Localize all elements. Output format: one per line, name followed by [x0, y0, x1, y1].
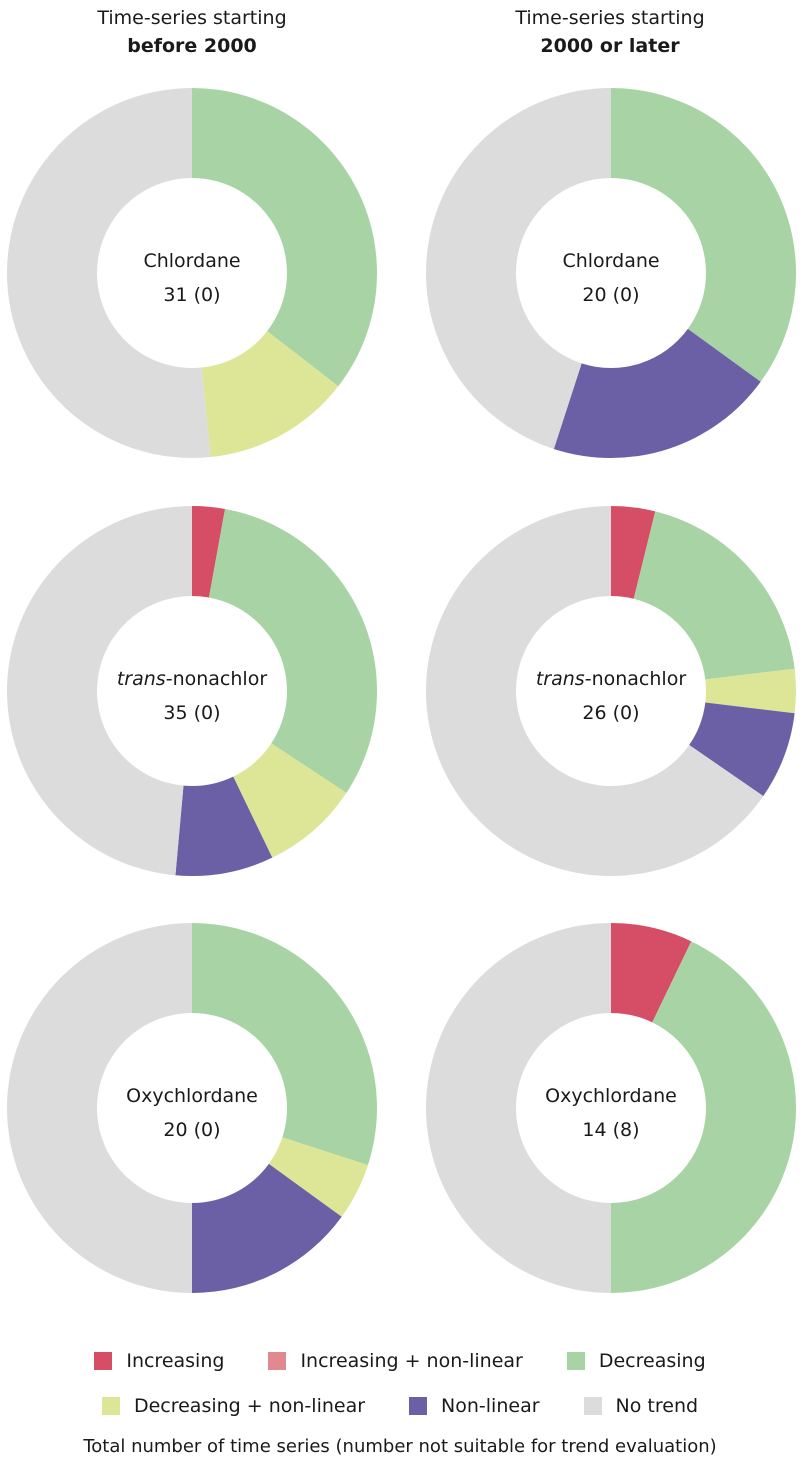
- legend-swatch: [94, 1352, 113, 1370]
- column-header-line2: before 2000: [127, 35, 257, 57]
- legend-label: Non-linear: [441, 1395, 540, 1417]
- series-count-label: 20 (0): [163, 1119, 220, 1141]
- column-header-line2: 2000 or later: [540, 35, 680, 57]
- column-header-line1: Time-series starting: [97, 7, 287, 29]
- legend-swatch: [101, 1397, 120, 1415]
- legend-row: Decreasing + non-linear Non-linear No tren…: [0, 1395, 800, 1417]
- legend-swatch: [583, 1397, 602, 1415]
- series-count-label: 35 (0): [163, 702, 220, 724]
- donut-chart: Chlordane 20 (0): [425, 88, 796, 458]
- donut-chart: trans-nonachlor 26 (0): [425, 506, 796, 876]
- slice-nonlinear: [553, 328, 761, 458]
- series-count-label: 31 (0): [163, 284, 220, 306]
- compound-label: Chlordane: [562, 250, 659, 272]
- slice-decreasing: [633, 511, 795, 680]
- column-header-2000-or-later: Time-series starting 2000 or later: [420, 4, 800, 60]
- slice-decreasing: [611, 941, 797, 1293]
- series-count-label: 26 (0): [582, 702, 639, 724]
- legend-label: Decreasing: [598, 1350, 706, 1372]
- legend-swatch: [268, 1352, 287, 1370]
- compound-label: Oxychlordane: [545, 1085, 677, 1107]
- slice-decreasing-nonlinear: [705, 668, 796, 714]
- compound-label: Chlordane: [143, 250, 240, 272]
- legend-swatch: [566, 1352, 585, 1370]
- compound-label: trans-nonachlor: [536, 668, 686, 690]
- column-header-line1: Time-series starting: [515, 7, 705, 29]
- slice-nonlinear: [175, 776, 273, 876]
- slice-decreasing: [192, 923, 377, 1166]
- legend-swatch: [409, 1397, 428, 1415]
- compound-label: Oxychlordane: [126, 1085, 258, 1107]
- slice-nonlinear: [689, 702, 795, 797]
- donut-chart: trans-nonachlor 35 (0): [6, 506, 377, 876]
- legend-item-nonlinear: Non-linear: [409, 1395, 540, 1417]
- slice-increasing: [611, 923, 692, 1023]
- legend-label: No trend: [615, 1395, 699, 1417]
- slice-no-trend: [426, 923, 611, 1293]
- column-header-before-2000: Time-series starting before 2000: [2, 4, 382, 60]
- slice-no-trend: [425, 506, 764, 876]
- slice-decreasing-nonlinear: [201, 331, 339, 458]
- slice-decreasing-nonlinear: [268, 1137, 368, 1217]
- legend-item-increasing-nonlinear: Increasing + non-linear: [268, 1350, 523, 1372]
- legend-item-decreasing-nonlinear: Decreasing + non-linear: [101, 1395, 366, 1417]
- legend-label: Increasing + non-linear: [300, 1350, 523, 1372]
- slice-no-trend: [425, 88, 611, 449]
- series-count-label: 14 (8): [582, 1119, 639, 1141]
- legend-item-no-trend: No trend: [583, 1395, 699, 1417]
- slice-no-trend: [7, 88, 211, 458]
- legend-item-increasing: Increasing: [94, 1350, 224, 1372]
- donut-chart-grid: Chlordane 31 (0) Chlordane 20 (0) trans-nona…: [6, 88, 797, 1293]
- series-count-label: 20 (0): [582, 284, 639, 306]
- slice-increasing: [611, 506, 656, 599]
- slice-nonlinear: [192, 1163, 342, 1293]
- slice-decreasing: [192, 88, 378, 387]
- slice-decreasing: [611, 88, 796, 382]
- slice-no-trend: [7, 923, 192, 1293]
- legend-item-decreasing: Decreasing: [566, 1350, 706, 1372]
- footnote: Total number of time series (number not …: [83, 1436, 717, 1457]
- legend-label: Decreasing + non-linear: [133, 1395, 366, 1417]
- slice-decreasing: [208, 508, 377, 793]
- legend-row: Increasing Increasing + non-linear Decreas…: [0, 1350, 800, 1372]
- donut-chart: Oxychlordane 20 (0): [7, 923, 377, 1293]
- slice-increasing: [192, 506, 226, 598]
- donut-chart: Chlordane 31 (0): [7, 88, 378, 458]
- slice-decreasing-nonlinear: [233, 743, 347, 858]
- compound-label: trans-nonachlor: [117, 668, 267, 690]
- legend-label: Increasing: [126, 1350, 225, 1372]
- slice-no-trend: [6, 506, 192, 876]
- donut-chart: Oxychlordane 14 (8): [426, 923, 797, 1293]
